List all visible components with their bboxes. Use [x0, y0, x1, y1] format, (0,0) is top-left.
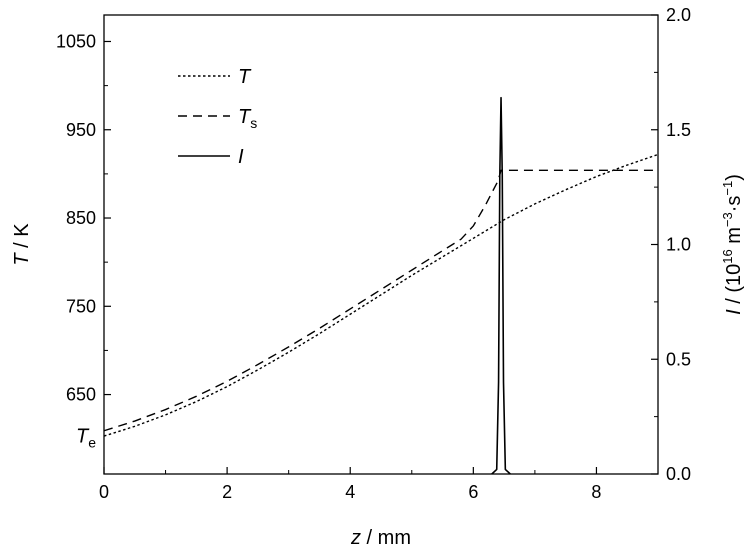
legend-label: Ts	[238, 106, 257, 131]
y-left-tick-label: 950	[66, 120, 96, 140]
plot-area	[103, 96, 659, 475]
y-left-tick-label: 1050	[56, 31, 96, 51]
axes: 0 2 4 6 8 650 750 850 950 1050 0.0 0.5 1.0 1.5 2.0 Te z …	[11, 5, 745, 549]
x-tick-label: 2	[222, 482, 232, 502]
x-axis-label: z / mm	[350, 527, 411, 549]
x-tick-label: 0	[99, 482, 109, 502]
y-left-tick-label: 750	[66, 296, 96, 316]
x-tick-label: 8	[591, 482, 601, 502]
y-left-tick-label: 850	[66, 208, 96, 228]
x-tick-label: 4	[345, 482, 355, 502]
y-right-tick-label: 0.0	[666, 464, 691, 484]
y-right-tick-label: 1.0	[666, 235, 691, 255]
te-label: Te	[76, 425, 96, 450]
legend-label: I	[238, 146, 244, 168]
y-left-axis-label: T / K	[11, 223, 33, 266]
plot-frame	[103, 14, 659, 475]
legend-label: T	[238, 66, 252, 88]
series-line-Ts	[103, 169, 658, 432]
series-line-I	[491, 96, 511, 475]
y-right-axis-label: I / (1016 m−3·s−1)	[720, 174, 745, 315]
y-left-tick-label: 650	[66, 385, 96, 405]
y-right-tick-label: 1.5	[666, 120, 691, 140]
y-right-tick-label: 0.5	[666, 349, 691, 369]
y-right-tick-label: 2.0	[666, 5, 691, 25]
series-line-T	[103, 153, 659, 437]
legend: T Ts I	[178, 66, 257, 168]
x-tick-label: 6	[468, 482, 478, 502]
